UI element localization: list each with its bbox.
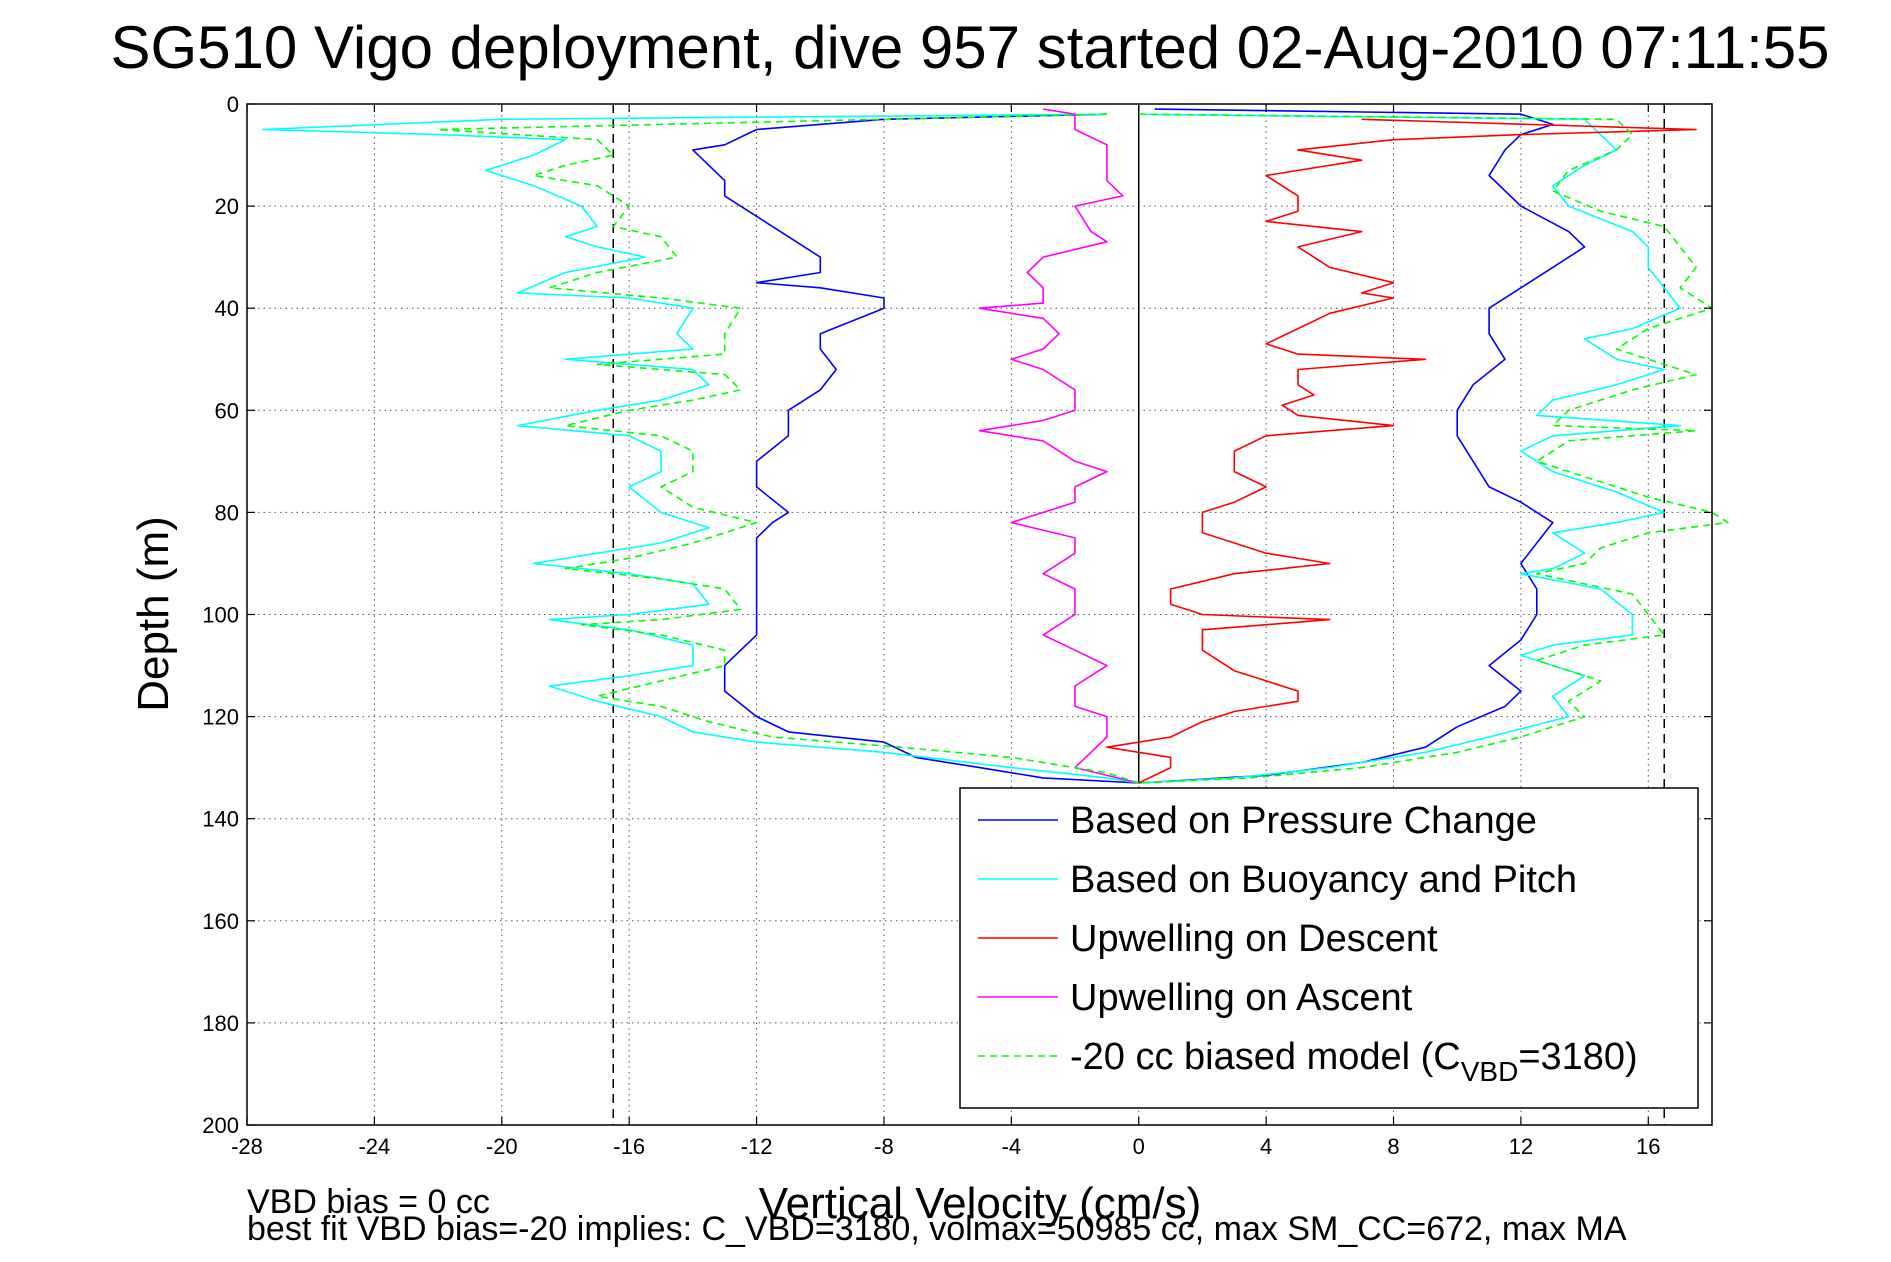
legend-label: Upwelling on Descent [1070,918,1438,960]
y-tick-label: 120 [202,705,239,730]
y-tick-label: 200 [202,1113,239,1138]
series-line-2 [1106,118,1697,784]
x-tick-label: -24 [358,1134,390,1159]
series-lines [262,108,1729,784]
x-tick-label: 4 [1260,1134,1272,1159]
x-tick-labels: -28 -24 -20 -16 -12 -8 -4 0 4 8 12 16 [231,104,1661,1159]
series-line-4 [437,113,1139,784]
footnote-vbd-bias: VBD bias = 0 cc [247,1183,490,1221]
chart-title: SG510 Vigo deployment, dive 957 started … [111,14,1830,81]
series-line-1 [1138,113,1681,784]
y-tick-labels: 0 20 40 60 80 100 120 140 160 180 200 [202,92,1712,1138]
y-tick-label: 180 [202,1011,239,1036]
y-tick-label: 60 [215,398,239,423]
legend-box [959,787,1699,1109]
x-tick-label: -12 [741,1134,773,1159]
x-tick-label: -28 [231,1134,263,1159]
legend-label: Upwelling on Ascent [1070,977,1413,1019]
y-tick-label: 80 [215,500,239,525]
x-tick-label: -20 [486,1134,518,1159]
x-axis-label: Vertical Velocity (cm/s) [759,1179,1202,1228]
y-tick-label: 20 [215,194,239,219]
y-tick-label: 140 [202,807,239,832]
y-tick-label: 0 [227,92,239,117]
legend-label: Based on Pressure Change [1070,800,1537,842]
series-line-3 [978,108,1139,784]
legend-label: -20 cc biased model (CVBD=3180) [1070,1036,1638,1087]
x-tick-label: -8 [874,1134,894,1159]
x-tick-label: -4 [1002,1134,1022,1159]
legend-label: Based on Buoyancy and Pitch [1070,859,1577,901]
series-line-0 [692,113,1139,784]
footnote-best-fit: best fit VBD bias=-20 implies: C_VBD=318… [247,1210,1627,1248]
reference-lines [612,104,1665,1125]
x-tick-label: 12 [1509,1134,1533,1159]
legend: Based on Pressure Change Based on Buoyanc… [959,787,1699,1109]
x-tick-label: 16 [1636,1134,1660,1159]
y-tick-label: 160 [202,909,239,934]
series-line-4 [1138,113,1729,784]
y-tick-label: 40 [215,296,239,321]
series-line-1 [262,113,1139,784]
x-tick-label: 0 [1133,1134,1145,1159]
y-tick-label: 100 [202,603,239,628]
x-tick-label: 8 [1387,1134,1399,1159]
y-axis-label: Depth (m) [129,516,178,712]
x-tick-label: -16 [613,1134,645,1159]
series-line-0 [1138,108,1586,784]
